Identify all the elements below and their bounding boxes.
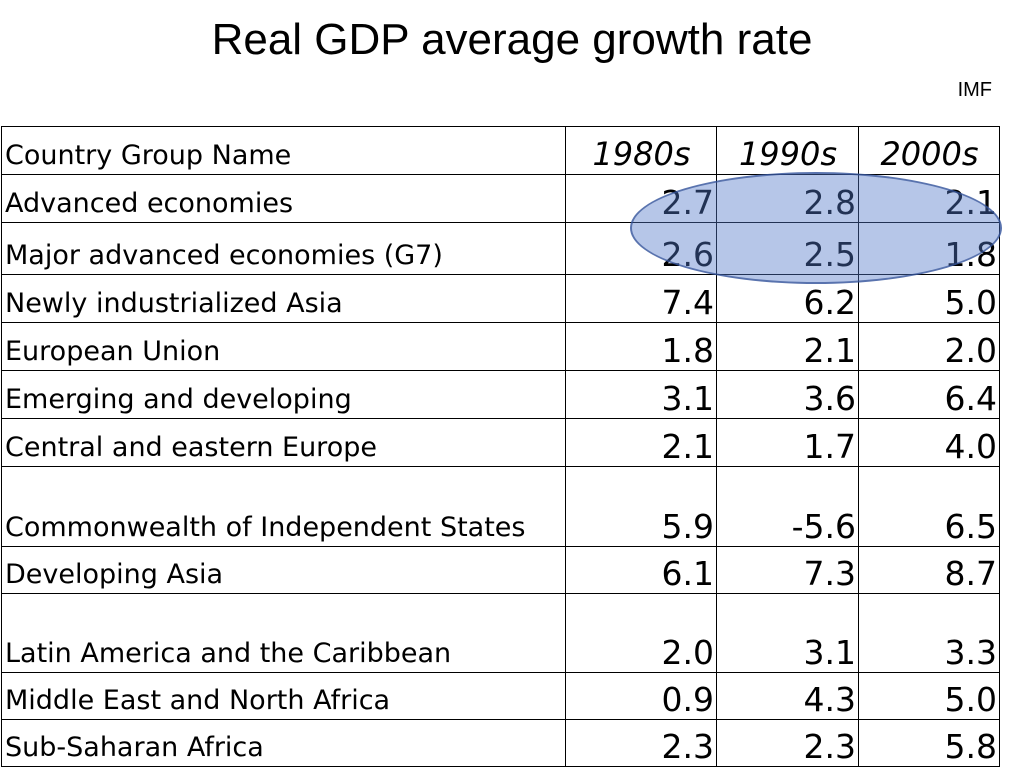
table-row: Commonwealth of Independent States 5.9 -… xyxy=(1,466,1000,547)
cell-1980s: 2.3 xyxy=(565,719,717,767)
cell-1980s: 0.9 xyxy=(565,672,717,720)
cell-1980s: 5.9 xyxy=(565,466,717,547)
cell-1990s: 2.1 xyxy=(716,322,859,371)
table-header-row: Country Group Name 1980s 1990s 2000s xyxy=(1,126,1000,175)
table-row: European Union 1.8 2.1 2.0 xyxy=(1,322,1000,371)
source-label: IMF xyxy=(957,79,992,101)
cell-1990s: 6.2 xyxy=(716,274,859,323)
cell-1980s: 2.7 xyxy=(565,174,717,223)
cell-2000s: 5.0 xyxy=(858,274,1000,323)
cell-1990s: 7.3 xyxy=(716,546,859,594)
row-name: Sub-Saharan Africa xyxy=(1,719,566,767)
row-name: Middle East and North Africa xyxy=(1,672,566,720)
row-name: Emerging and developing xyxy=(1,370,566,419)
cell-1990s: 2.3 xyxy=(716,719,859,767)
cell-1990s: 3.6 xyxy=(716,370,859,419)
header-1980s: 1980s xyxy=(565,126,717,175)
cell-1980s: 7.4 xyxy=(565,274,717,323)
cell-1980s: 3.1 xyxy=(565,370,717,419)
cell-1990s: 4.3 xyxy=(716,672,859,720)
cell-2000s: 6.4 xyxy=(858,370,1000,419)
cell-1990s: 2.8 xyxy=(716,174,859,223)
row-name: Central and eastern Europe xyxy=(1,418,566,467)
header-country-group: Country Group Name xyxy=(1,126,566,175)
header-2000s: 2000s xyxy=(858,126,1000,175)
slide-title: Real GDP average growth rate xyxy=(211,15,813,64)
cell-2000s: 6.5 xyxy=(858,466,1000,547)
table-row: Emerging and developing 3.1 3.6 6.4 xyxy=(1,370,1000,419)
row-name: Developing Asia xyxy=(1,546,566,594)
row-name: Advanced economies xyxy=(1,174,566,223)
cell-1980s: 1.8 xyxy=(565,322,717,371)
cell-1990s: 3.1 xyxy=(716,593,859,673)
cell-2000s: 2.0 xyxy=(858,322,1000,371)
row-name: Major advanced economies (G7) xyxy=(1,222,566,275)
row-name: Latin America and the Caribbean xyxy=(1,593,566,673)
cell-1980s: 6.1 xyxy=(565,546,717,594)
table-row: Middle East and North Africa 0.9 4.3 5.0 xyxy=(1,672,1000,720)
row-name: Newly industrialized Asia xyxy=(1,274,566,323)
row-name: European Union xyxy=(1,322,566,371)
gdp-growth-table: Country Group Name 1980s 1990s 2000s Adv… xyxy=(1,126,1000,767)
cell-1980s: 2.0 xyxy=(565,593,717,673)
cell-1980s: 2.6 xyxy=(565,222,717,275)
cell-2000s: 1.8 xyxy=(858,222,1000,275)
cell-1990s: -5.6 xyxy=(716,466,859,547)
cell-1990s: 1.7 xyxy=(716,418,859,467)
table-row: Developing Asia 6.1 7.3 8.7 xyxy=(1,546,1000,594)
table-row: Central and eastern Europe 2.1 1.7 4.0 xyxy=(1,418,1000,467)
cell-2000s: 3.3 xyxy=(858,593,1000,673)
cell-2000s: 2.1 xyxy=(858,174,1000,223)
table-row: Latin America and the Caribbean 2.0 3.1 … xyxy=(1,593,1000,673)
row-name: Commonwealth of Independent States xyxy=(1,466,566,547)
header-1990s: 1990s xyxy=(716,126,859,175)
cell-2000s: 4.0 xyxy=(858,418,1000,467)
cell-2000s: 5.8 xyxy=(858,719,1000,767)
table-row: Newly industrialized Asia 7.4 6.2 5.0 xyxy=(1,274,1000,323)
cell-1980s: 2.1 xyxy=(565,418,717,467)
table-row: Major advanced economies (G7) 2.6 2.5 1.… xyxy=(1,222,1000,275)
table-row: Advanced economies 2.7 2.8 2.1 xyxy=(1,174,1000,223)
cell-2000s: 8.7 xyxy=(858,546,1000,594)
table-row: Sub-Saharan Africa 2.3 2.3 5.8 xyxy=(1,719,1000,767)
cell-1990s: 2.5 xyxy=(716,222,859,275)
cell-2000s: 5.0 xyxy=(858,672,1000,720)
